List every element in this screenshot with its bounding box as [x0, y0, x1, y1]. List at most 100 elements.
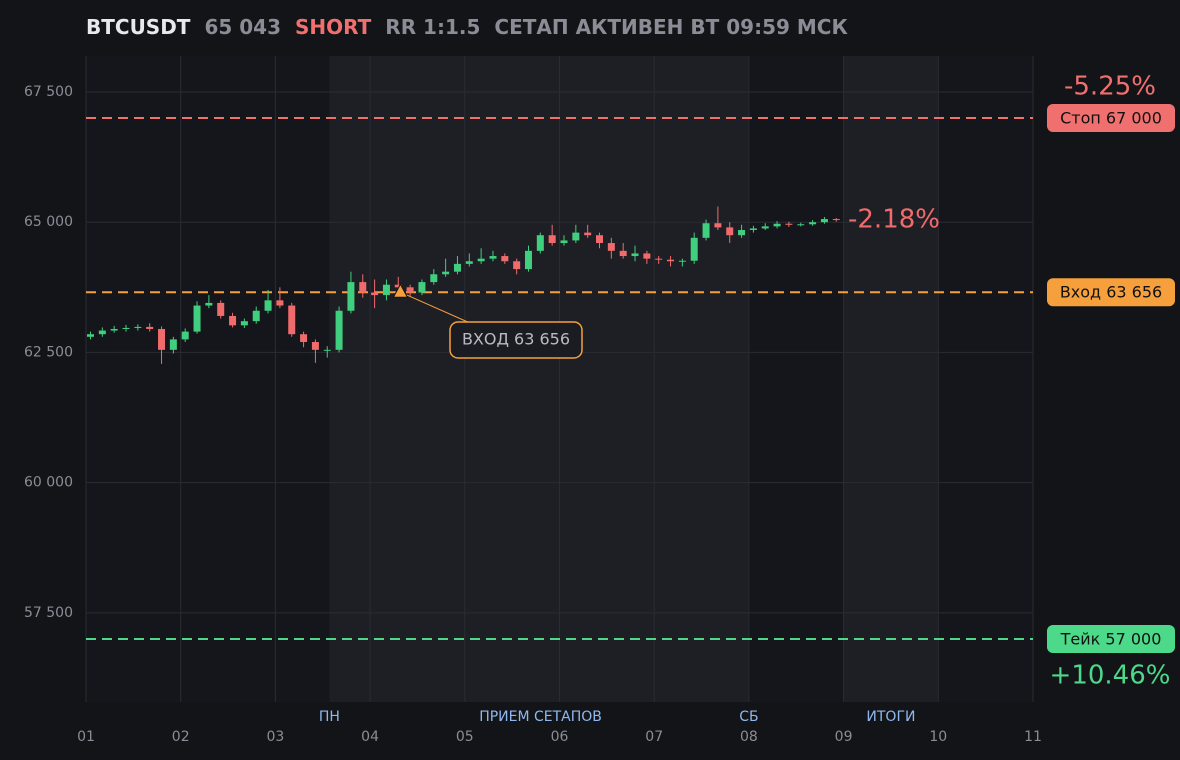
candle-body — [619, 250, 627, 257]
candle-body — [820, 219, 828, 223]
candle-body — [749, 228, 757, 231]
candle-body — [240, 321, 248, 326]
candle-body — [288, 305, 296, 335]
candle-body — [418, 282, 426, 293]
level-pct: -5.25% — [1064, 71, 1156, 101]
x-tick-label: 08 — [740, 729, 758, 745]
level-label: Вход 63 656 — [1060, 283, 1162, 302]
candle-body — [726, 227, 734, 236]
y-tick-label: 67 500 — [24, 84, 73, 100]
candle-body — [489, 256, 497, 259]
candle-body — [702, 223, 710, 238]
candle-body — [465, 261, 473, 264]
x-tick-label: 04 — [361, 729, 379, 745]
x-tick-label: 03 — [266, 729, 284, 745]
candle-body — [300, 334, 308, 343]
session-label: ПРИЕМ СЕТАПОВ — [479, 709, 602, 725]
status: СЕТАП АКТИВЕН ВТ 09:59 МСК — [494, 15, 848, 39]
candle-body — [761, 226, 769, 229]
candle-body — [382, 284, 390, 296]
y-tick-label: 60 000 — [24, 475, 73, 491]
side: SHORT — [295, 15, 372, 39]
session-label: СБ — [739, 709, 758, 725]
x-tick-label: 10 — [929, 729, 947, 745]
candle-body — [311, 342, 319, 350]
candle-body — [442, 271, 450, 275]
candle-body — [797, 224, 805, 226]
candle-body — [678, 260, 686, 262]
x-tick-label: 09 — [835, 729, 853, 745]
x-tick-label: 11 — [1024, 729, 1042, 745]
session-label: ИТОГИ — [866, 709, 915, 725]
candle-body — [347, 282, 355, 311]
candle-body — [181, 331, 189, 340]
level-badge — [1047, 278, 1175, 307]
candle-body — [169, 339, 177, 350]
symbol: BTCUSDT — [86, 15, 191, 39]
level-badge — [1047, 103, 1175, 132]
candle-body — [264, 300, 272, 311]
candle-body — [655, 258, 663, 260]
current-change: -2.18% — [848, 204, 940, 234]
candle-body — [205, 302, 213, 306]
candle-body — [631, 253, 639, 257]
x-tick-label: 06 — [551, 729, 569, 745]
candle-body — [667, 259, 675, 262]
session-label: ПН — [319, 709, 340, 725]
candle-body — [193, 305, 201, 332]
candle-body — [738, 230, 746, 236]
candle-body — [217, 302, 225, 316]
candle-body — [229, 315, 237, 326]
candle-body — [477, 258, 485, 262]
level-badge — [1047, 624, 1175, 653]
candle-body — [714, 223, 722, 228]
candle-body — [773, 223, 781, 227]
candle-body — [134, 326, 142, 328]
candle-body — [832, 219, 840, 221]
candle-body — [359, 282, 367, 293]
entry-callout-label: ВХОД 63 656 — [462, 330, 570, 349]
candle-body — [406, 287, 414, 293]
y-tick-label: 65 000 — [24, 214, 73, 230]
candle-body — [607, 243, 615, 251]
candle-body — [453, 263, 461, 272]
candle-body — [430, 274, 438, 283]
candle-body — [643, 253, 651, 259]
candle-body — [548, 235, 556, 244]
candle-body — [513, 261, 521, 270]
y-tick-label: 62 500 — [24, 344, 73, 360]
candle-body — [335, 310, 343, 350]
session-shade — [843, 56, 939, 702]
x-tick-label: 05 — [456, 729, 474, 745]
x-tick-label: 02 — [172, 729, 190, 745]
price: 65 043 — [204, 15, 281, 39]
candle-body — [158, 328, 166, 350]
candle-body — [252, 310, 260, 322]
candle-body — [785, 223, 793, 225]
header: BTCUSDT 65 043 SHORT RR 1:1.5 СЕТАП АКТИВЕН … — [86, 15, 848, 39]
candle-body — [560, 240, 568, 244]
candle-body — [122, 327, 130, 329]
entry-leader — [400, 291, 471, 324]
candle-body — [394, 284, 402, 288]
rr: RR 1:1.5 — [385, 15, 480, 39]
level-label: Тейк 57 000 — [1060, 629, 1162, 648]
candle-body — [276, 300, 284, 306]
candle-body — [584, 232, 592, 236]
candle-body — [87, 334, 94, 337]
candle-body — [110, 328, 118, 331]
entry-callout — [449, 321, 583, 359]
candle-body — [690, 237, 698, 261]
x-tick-label: 07 — [645, 729, 663, 745]
candle-body — [524, 250, 532, 270]
candle-body — [371, 292, 379, 296]
candle-body — [536, 235, 544, 251]
x-tick-label: 01 — [77, 729, 95, 745]
candle-body — [572, 232, 580, 241]
candle-body — [596, 235, 604, 244]
session-shade — [329, 56, 749, 702]
candle-body — [323, 349, 331, 351]
level-label: Стоп 67 000 — [1060, 108, 1162, 127]
entry-marker — [392, 283, 409, 298]
